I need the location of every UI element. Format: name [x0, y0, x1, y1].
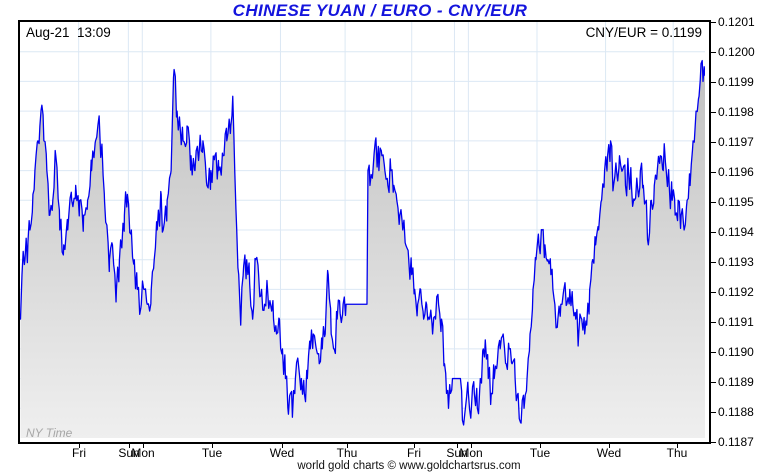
x-axis-label: Wed: [596, 446, 622, 460]
y-axis-label: 0.1195: [718, 195, 754, 209]
y-axis-label: 0.1187: [718, 435, 754, 449]
y-axis-tick: [711, 382, 716, 383]
x-axis-label: Sun: [446, 446, 468, 460]
x-axis-label: Tue: [529, 446, 551, 460]
y-axis-label: 0.1190: [718, 345, 754, 359]
x-axis-tick: [457, 444, 458, 448]
x-axis-label: Thu: [336, 446, 358, 460]
x-axis-tick: [414, 444, 415, 448]
y-axis-label: 0.1197: [718, 135, 754, 149]
y-axis-tick: [711, 352, 716, 353]
y-axis-label: 0.1188: [718, 405, 754, 419]
y-axis-label: 0.1196: [718, 165, 754, 179]
x-axis-tick: [79, 444, 80, 448]
x-axis-tick: [609, 444, 610, 448]
y-axis-tick: [711, 322, 716, 323]
y-axis-label: 0.1200: [718, 45, 755, 59]
y-axis-tick: [711, 262, 716, 263]
chart-title: CHINESE YUAN / EURO - CNY/EUR: [232, 1, 528, 20]
credit-line: world gold charts © www.goldchartsrus.co…: [297, 460, 521, 472]
date-time-stamp: Aug-21 13:09: [26, 25, 111, 40]
x-axis-tick: [143, 444, 144, 448]
y-axis-tick: [711, 82, 716, 83]
current-quote-label: CNY/EUR = 0.1199: [585, 25, 702, 40]
x-axis-tick: [129, 444, 130, 448]
y-axis-tick: [711, 202, 716, 203]
x-axis-tick: [471, 444, 472, 448]
x-axis-label: Wed: [269, 446, 295, 460]
y-axis-tick: [711, 52, 716, 53]
x-axis-label: Thu: [666, 446, 688, 460]
x-axis-tick: [540, 444, 541, 448]
y-axis-label: 0.1192: [718, 285, 754, 299]
x-axis-label: Fri: [407, 446, 421, 460]
y-axis-label: 0.1198: [718, 105, 754, 119]
x-axis-label: Mon: [459, 446, 483, 460]
y-axis-tick: [711, 22, 716, 23]
x-axis-label: Tue: [201, 446, 223, 460]
price-chart-svg: [20, 22, 705, 438]
x-axis-tick: [347, 444, 348, 448]
x-axis-label: Mon: [131, 446, 155, 460]
y-axis-label: 0.1199: [718, 75, 754, 89]
y-axis-label: 0.1193: [718, 255, 754, 269]
y-axis-label: 0.1189: [718, 375, 754, 389]
x-axis-label: Fri: [72, 446, 86, 460]
x-axis-tick: [677, 444, 678, 448]
y-axis-tick: [711, 412, 716, 413]
timezone-note: NY Time: [26, 426, 73, 440]
x-axis-label: Sun: [118, 446, 140, 460]
y-axis-tick: [711, 232, 716, 233]
x-axis-tick: [212, 444, 213, 448]
y-axis-tick: [711, 442, 716, 443]
y-axis-label: 0.1194: [718, 225, 754, 239]
y-axis-tick: [711, 112, 716, 113]
y-axis-label: 0.1201: [718, 15, 755, 29]
plot-area: Aug-21 13:09 CNY/EUR = 0.1199 NY Time: [18, 20, 711, 444]
y-axis-tick: [711, 142, 716, 143]
y-axis-tick: [711, 292, 716, 293]
y-axis-label: 0.1191: [718, 315, 754, 329]
y-axis-tick: [711, 172, 716, 173]
x-axis-tick: [282, 444, 283, 448]
